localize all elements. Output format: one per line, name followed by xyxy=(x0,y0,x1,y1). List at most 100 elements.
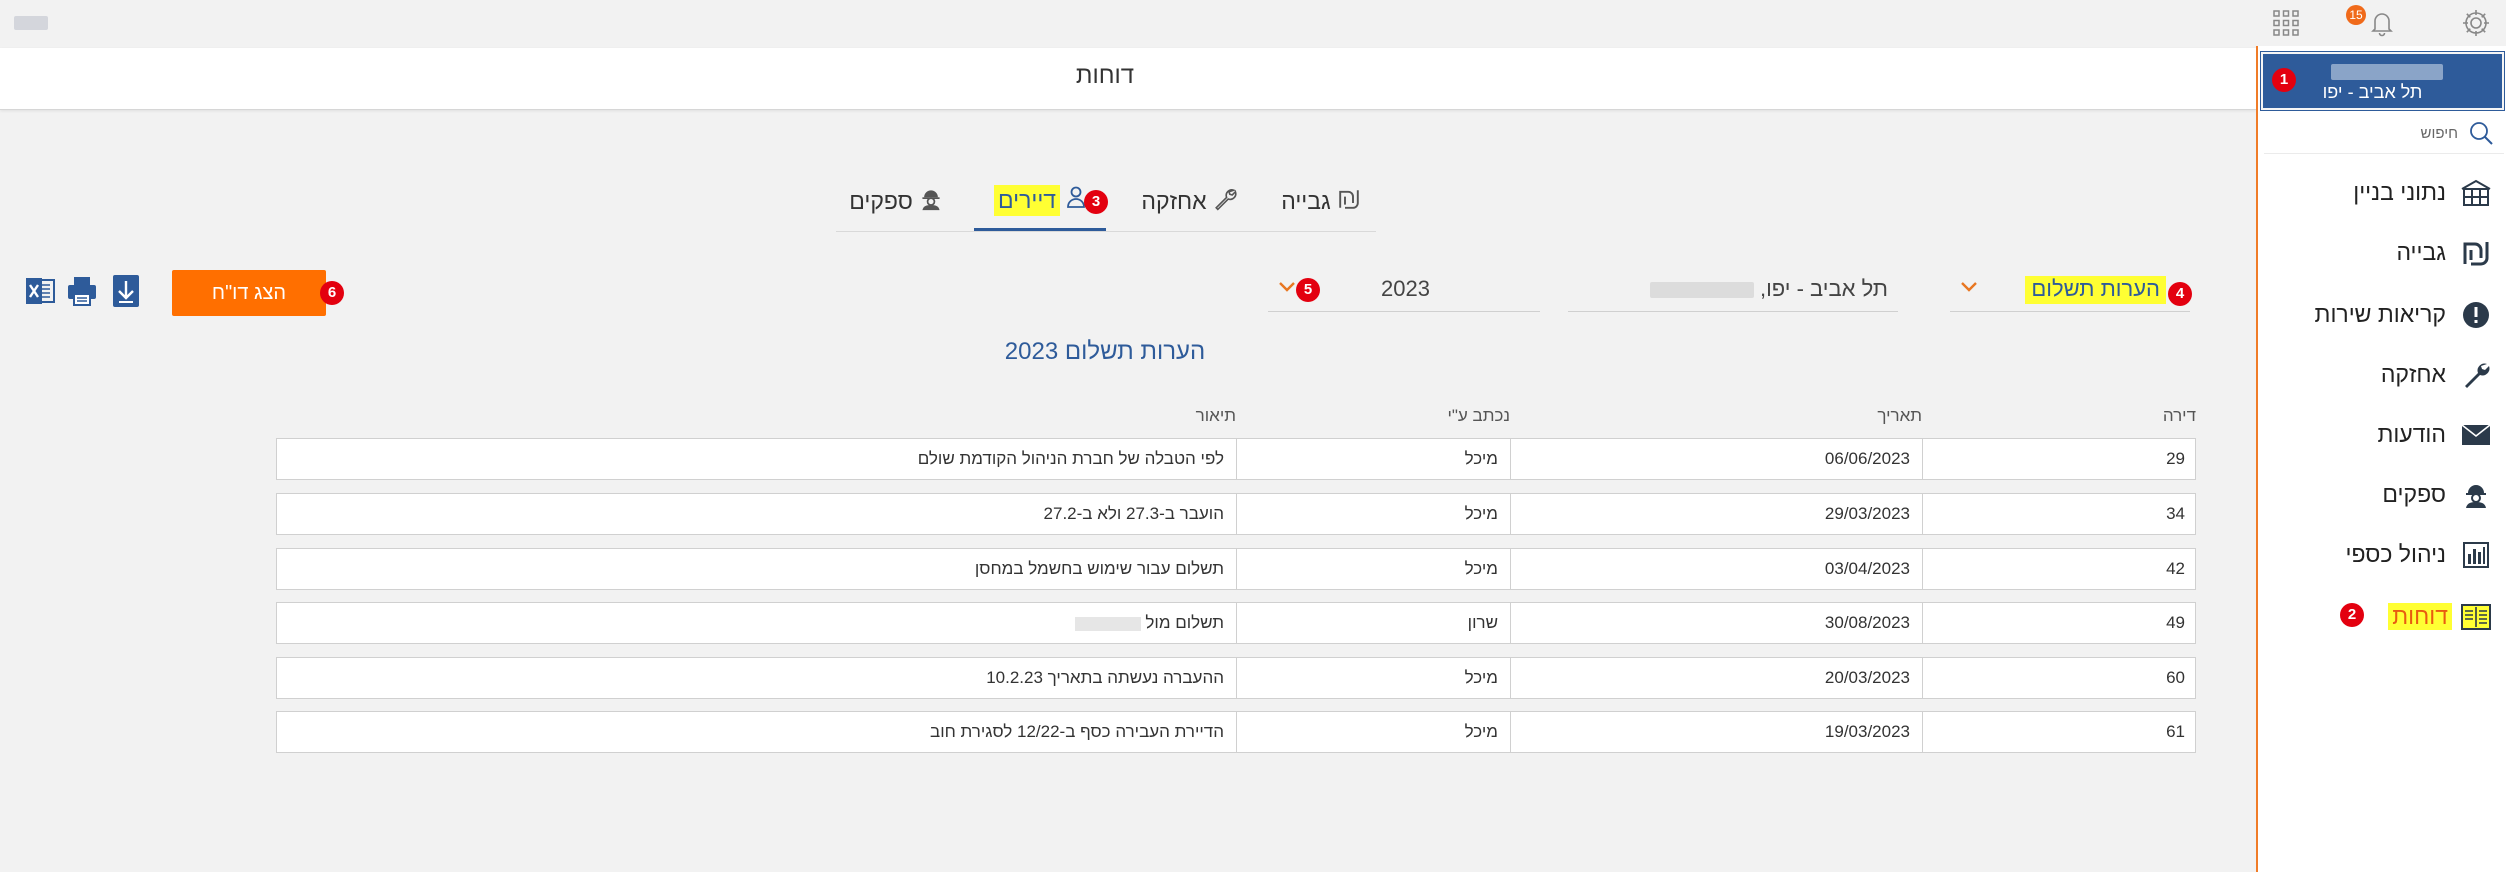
cell-description: הדיירת העבירה כסף ב-12/22 לסגירת חוב xyxy=(277,712,1237,752)
sidebar-item-collection[interactable]: גבייה xyxy=(2258,228,2506,278)
search-input[interactable] xyxy=(2298,120,2458,146)
marker-4: 4 xyxy=(2168,282,2192,306)
sidebar-item-maintenance[interactable]: אחזקה xyxy=(2258,350,2506,400)
sidebar-item-label: דוחות xyxy=(2388,603,2452,630)
sidebar-search xyxy=(2264,112,2504,154)
building-select-separator: , xyxy=(1759,276,1767,301)
building-name-redacted xyxy=(1649,282,1754,299)
sidebar-item-suppliers[interactable]: ספקים xyxy=(2258,470,2506,520)
marker-1: 1 xyxy=(2272,68,2296,92)
sidebar-item-reports[interactable]: דוחות xyxy=(2258,592,2506,642)
worker-icon xyxy=(919,187,943,217)
cell-apartment: 34 xyxy=(2166,504,2185,523)
cell-written-by: מיכל xyxy=(1237,549,1511,589)
building-city: תל אביב - יפו xyxy=(2322,82,2423,102)
cell-apartment: 29 xyxy=(2166,449,2185,468)
cell-written-by: מיכל xyxy=(1237,658,1511,698)
cell-written-by: מיכל xyxy=(1237,712,1511,752)
finance-chart-icon xyxy=(2460,540,2492,570)
excel-icon[interactable] xyxy=(24,274,56,308)
cell-written-by: שרון xyxy=(1237,603,1511,643)
chevron-down-icon xyxy=(1278,280,1296,298)
sidebar-item-label: ניהול כספי xyxy=(2345,541,2446,567)
cell-apartment: 42 xyxy=(2166,559,2185,578)
tab-label: דיירים xyxy=(993,184,1061,216)
top-bar: 15 xyxy=(0,0,2506,46)
building-icon xyxy=(2460,178,2492,208)
table-row: הדיירת העבירה כסף ב-12/22 לסגירת חוב מיכ… xyxy=(276,711,2196,753)
sidebar-item-label: אחזקה xyxy=(2380,361,2446,387)
show-report-button[interactable]: הצג דו"ח xyxy=(172,270,326,316)
sidebar-item-building-data[interactable]: נתוני בניין xyxy=(2258,168,2506,218)
download-icon[interactable] xyxy=(110,274,142,308)
cell-date: 03/04/2023 xyxy=(1511,549,1923,589)
tab-label: ספקים xyxy=(849,188,913,214)
chevron-down-icon xyxy=(1960,280,1978,298)
apps-grid-icon[interactable] xyxy=(2270,7,2302,39)
sidebar-item-label: נתוני בניין xyxy=(2353,179,2446,205)
notifications-badge[interactable]: 15 xyxy=(2346,5,2366,25)
sidebar-item-messages[interactable]: הודעות xyxy=(2258,410,2506,460)
report-title: הערות תשלום 2023 xyxy=(1004,338,1206,365)
table-row: לפי הטבלה של חברת הניהול הקודמת שולם מיכ… xyxy=(276,438,2196,480)
marker-2: 2 xyxy=(2340,603,2364,627)
building-select[interactable]: תל אביב - יפו, xyxy=(1568,268,1898,312)
tab-suppliers[interactable]: ספקים xyxy=(836,172,956,231)
building-name-redacted xyxy=(2331,64,2443,80)
cell-description: הועבר ב-27.3 ולא ב-27.2 xyxy=(277,494,1237,534)
redacted-text xyxy=(1075,616,1142,631)
sidebar-item-financial-management[interactable]: ניהול כספי xyxy=(2258,530,2506,580)
sidebar-item-label: קריאות שירות xyxy=(2314,301,2446,327)
bell-icon[interactable] xyxy=(2366,7,2398,39)
settings-icon[interactable] xyxy=(2460,7,2492,39)
cell-apartment: 61 xyxy=(2166,722,2185,741)
tab-collection[interactable]: גבייה xyxy=(1266,172,1376,231)
alert-icon xyxy=(2460,300,2492,330)
building-selector[interactable]: תל אביב - יפו xyxy=(2261,52,2504,110)
cell-date: 06/06/2023 xyxy=(1511,439,1923,479)
tab-label: גבייה xyxy=(1281,188,1331,214)
year-select[interactable]: 2023 xyxy=(1268,268,1540,312)
cell-apartment: 60 xyxy=(2166,668,2185,687)
year-value: 2023 xyxy=(1381,276,1430,301)
sidebar-item-service-calls[interactable]: קריאות שירות xyxy=(2258,290,2506,340)
cell-date: 30/08/2023 xyxy=(1511,603,1923,643)
marker-3: 3 xyxy=(1084,190,1108,214)
sidebar-item-label: הודעות xyxy=(2377,421,2446,447)
search-icon[interactable] xyxy=(2468,120,2494,146)
building-select-city: תל אביב - יפו xyxy=(1766,276,1888,301)
cell-date: 19/03/2023 xyxy=(1511,712,1923,752)
cell-written-by: מיכל xyxy=(1237,494,1511,534)
wrench-icon xyxy=(2460,360,2492,390)
column-header-date: תאריך xyxy=(1877,406,1922,425)
cell-written-by: מיכל xyxy=(1237,439,1511,479)
report-type-value: הערות תשלום xyxy=(2025,276,2166,304)
sidebar-item-label: גבייה xyxy=(2396,239,2446,265)
person-icon xyxy=(1066,186,1086,214)
table-row: הועבר ב-27.3 ולא ב-27.2 מיכל 29/03/2023 … xyxy=(276,493,2196,535)
sidebar-item-label: ספקים xyxy=(2382,481,2446,507)
tab-tenants[interactable]: דיירים xyxy=(974,172,1106,231)
building-select-value: תל אביב - יפו, xyxy=(1649,276,1888,302)
envelope-icon xyxy=(2460,420,2492,450)
cell-date: 29/03/2023 xyxy=(1511,494,1923,534)
shekel-icon xyxy=(2460,238,2492,268)
cell-apartment: 49 xyxy=(2166,613,2185,632)
cell-description: תשלום עבור שימוש בחשמל במחסן xyxy=(277,549,1237,589)
page-title: דוחות xyxy=(1075,62,1135,89)
column-header-written-by: נכתב ע"י xyxy=(1447,406,1510,425)
tab-label: אחזקה xyxy=(1141,188,1207,214)
cell-description: ההעברה נעשתה בתאריך 10.2.23 xyxy=(277,658,1237,698)
shekel-icon xyxy=(1337,188,1361,216)
logo xyxy=(14,16,48,30)
marker-5: 5 xyxy=(1296,278,1320,302)
print-icon[interactable] xyxy=(66,274,98,308)
cell-description-text: תשלום מול xyxy=(1145,613,1224,632)
report-tabs: גבייה אחזקה דיירים ספקים xyxy=(836,172,1376,232)
column-header-apartment: דירה xyxy=(2162,406,2196,425)
sidebar xyxy=(2256,46,2506,872)
tab-maintenance[interactable]: אחזקה xyxy=(1124,172,1254,231)
wrench-icon xyxy=(1213,187,1237,217)
report-type-select[interactable]: הערות תשלום xyxy=(1950,268,2190,312)
cell-description: לפי הטבלה של חברת הניהול הקודמת שולם xyxy=(277,439,1237,479)
